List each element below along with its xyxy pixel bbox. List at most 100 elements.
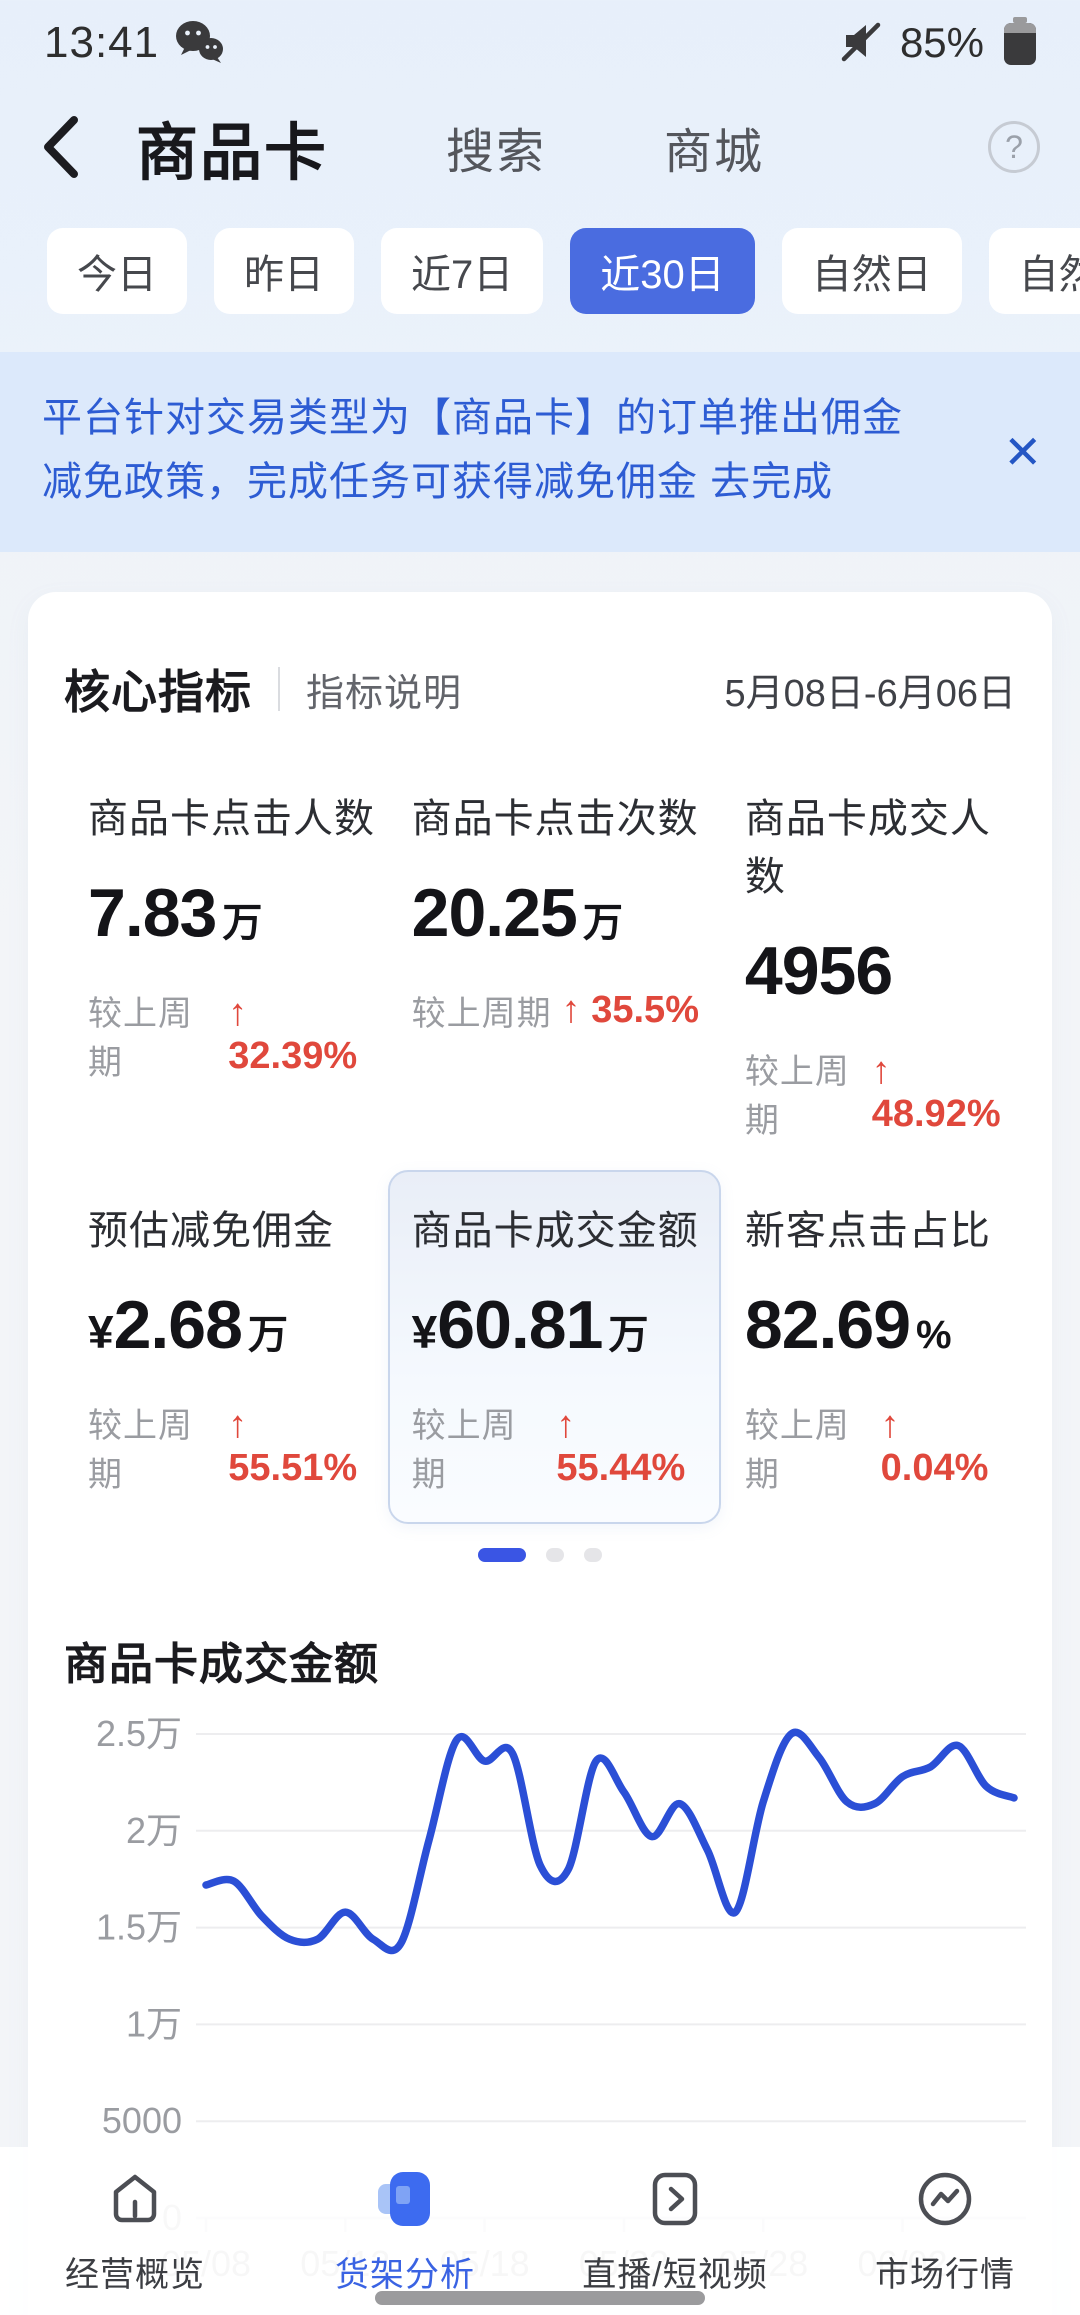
metric-tile-gmv-selected[interactable]: 商品卡成交金额 ¥60.81 万 较上周期 ↑ 55.44% [387,1170,721,1524]
metric-unit: % [916,1313,952,1357]
up-arrow-icon: ↑ [556,1404,576,1446]
metric-unit: 万 [582,901,623,945]
nav-item-shelf-analysis[interactable]: 货架分析 [270,2163,540,2315]
nav-label: 货架分析 [335,2256,475,2294]
metric-value: 60.81 [437,1287,603,1363]
nav-item-live-shortvideo[interactable]: 直播/短视频 [540,2163,810,2315]
delta-value: ↑ 0.04% [881,1404,1004,1490]
close-icon[interactable]: ✕ [1003,426,1042,478]
period-tabs: 今日 昨日 近7日 近30日 自然日 自然周 [0,202,1080,314]
metric-label: 商品卡成交人数 [744,797,991,899]
core-metrics-card: 核心指标 指标说明 5月08日-6月06日 商品卡点击人数 7.83 万 较上周期… [28,592,1052,2315]
date-range: 5月08日-6月06日 [724,672,1016,715]
metric-value: 20.25 [411,875,578,951]
chart-title: 商品卡成交金额 [64,1640,379,1689]
metric-label: 商品卡点击次数 [411,797,699,841]
svg-text:5000: 5000 [102,2100,182,2141]
metric-tile-new-customer-ratio[interactable]: 新客点击占比 82.69% 较上周期 ↑ 0.04% [721,1170,1016,1524]
delta-pct: 35.5% [591,989,699,1031]
delta-value: ↑ 55.51% [228,1404,375,1490]
svg-text:2.5万: 2.5万 [96,1713,182,1754]
metric-value: 2.68 [113,1287,243,1363]
bottom-nav: 经营概览 货架分析 直播/短视频 市场行情 [0,2147,1080,2315]
dot[interactable] [584,1548,602,1562]
divider [278,667,280,711]
delta-value: ↑ 48.92% [872,1050,1004,1136]
delta-pct: 0.04% [880,1447,989,1489]
home-indicator[interactable] [375,2291,705,2305]
metric-tile-deal-users[interactable]: 商品卡成交人数 4956 较上周期 ↑ 48.92% [721,758,1016,1170]
shelf-icon [369,2163,441,2235]
metric-tile-clicks-count[interactable]: 商品卡点击次数 20.25 万 较上周期 ↑ 35.5% [388,758,721,1170]
delta-value: ↑ 55.44% [556,1404,708,1490]
svg-text:2万: 2万 [126,1810,182,1851]
page-title: 商品卡 [136,119,329,188]
banner-text: 平台针对交易类型为【商品卡】的订单推出佣金减免政策，完成任务可获得减免佣金 去完… [42,386,942,514]
metric-label: 商品卡成交金额 [411,1209,699,1253]
metric-label: 新客点击占比 [744,1209,991,1253]
help-icon[interactable]: ? [988,121,1040,173]
delta-pct: 48.92% [871,1093,1001,1135]
nav-label: 经营概览 [65,2256,205,2294]
wechat-notification-icon [173,19,225,68]
tab-natural-week[interactable]: 自然周 [988,228,1080,314]
currency-symbol: ¥ [411,1306,438,1358]
trend-icon [909,2163,981,2235]
back-button[interactable] [38,112,108,182]
play-icon [639,2163,711,2235]
banner-message: 平台针对交易类型为【商品卡】的订单推出佣金减免政策，完成任务可获得减免佣金 [42,396,903,504]
metric-tile-commission-discount[interactable]: 预估减免佣金 ¥2.68 万 较上周期 ↑ 55.51% [64,1170,388,1524]
tab-today[interactable]: 今日 [47,228,187,314]
compare-label: 较上周期 [88,995,193,1082]
compare-label: 较上周期 [744,1407,850,1494]
currency-symbol: ¥ [88,1306,114,1358]
nav-item-market-trends[interactable]: 市场行情 [810,2163,1080,2315]
metrics-grid: 商品卡点击人数 7.83 万 较上周期 ↑ 32.39% 商品卡点击次数 20.25… [64,758,1016,1524]
metric-unit: 万 [247,1313,288,1357]
banner-go-complete-link[interactable]: 去完成 [710,460,834,504]
header: 商品卡 搜索 商城 ? [0,72,1080,202]
delta-pct: 32.39% [228,1035,358,1077]
metric-unit: 万 [222,901,263,945]
header-tab-search[interactable]: 搜索 [446,126,547,179]
notice-banner: 平台针对交易类型为【商品卡】的订单推出佣金减免政策，完成任务可获得减免佣金 去完… [0,352,1080,552]
up-arrow-icon: ↑ [228,992,248,1034]
metric-tile-clicks-users[interactable]: 商品卡点击人数 7.83 万 较上周期 ↑ 32.39% [64,758,388,1170]
header-tab-mall[interactable]: 商城 [664,126,765,179]
delta-pct: 55.51% [228,1447,358,1489]
dot-active[interactable] [478,1548,526,1562]
up-arrow-icon: ↑ [228,1404,248,1446]
home-icon [99,2163,171,2235]
metric-explanation-link[interactable]: 指标说明 [306,672,463,715]
metric-value: 4956 [744,933,893,1009]
battery-percentage: 85% [899,19,984,66]
up-arrow-icon: ↑ [880,1404,900,1446]
nav-label: 市场行情 [875,2256,1015,2294]
dot[interactable] [546,1548,564,1562]
core-metrics-title: 核心指标 [64,666,252,718]
tab-natural-day[interactable]: 自然日 [781,228,962,314]
battery-icon [1000,15,1040,72]
mute-icon [838,19,884,68]
delta-pct: 55.44% [556,1447,686,1489]
carousel-dots [64,1524,1016,1570]
svg-text:1.5万: 1.5万 [96,1907,182,1948]
metric-label: 预估减免佣金 [88,1209,334,1253]
nav-item-business-overview[interactable]: 经营概览 [0,2163,270,2315]
compare-label: 较上周期 [744,1053,850,1140]
metric-unit: 万 [608,1313,649,1357]
tab-last30days[interactable]: 近30日 [570,228,755,314]
status-bar: 13:41 85% [0,0,1080,72]
tab-last7days[interactable]: 近7日 [381,228,544,314]
tab-yesterday[interactable]: 昨日 [214,228,354,314]
compare-label: 较上周期 [88,1407,193,1494]
metric-value: 82.69 [744,1287,911,1363]
metric-label: 商品卡点击人数 [88,797,375,841]
compare-label: 较上周期 [411,1407,517,1494]
svg-text:1万: 1万 [126,2003,182,2044]
metric-value: 7.83 [88,875,217,951]
up-arrow-icon: ↑ [871,1050,891,1092]
delta-value: ↑ 35.5% [562,989,699,1032]
nav-label: 直播/短视频 [582,2256,768,2294]
delta-value: ↑ 32.39% [228,992,375,1078]
